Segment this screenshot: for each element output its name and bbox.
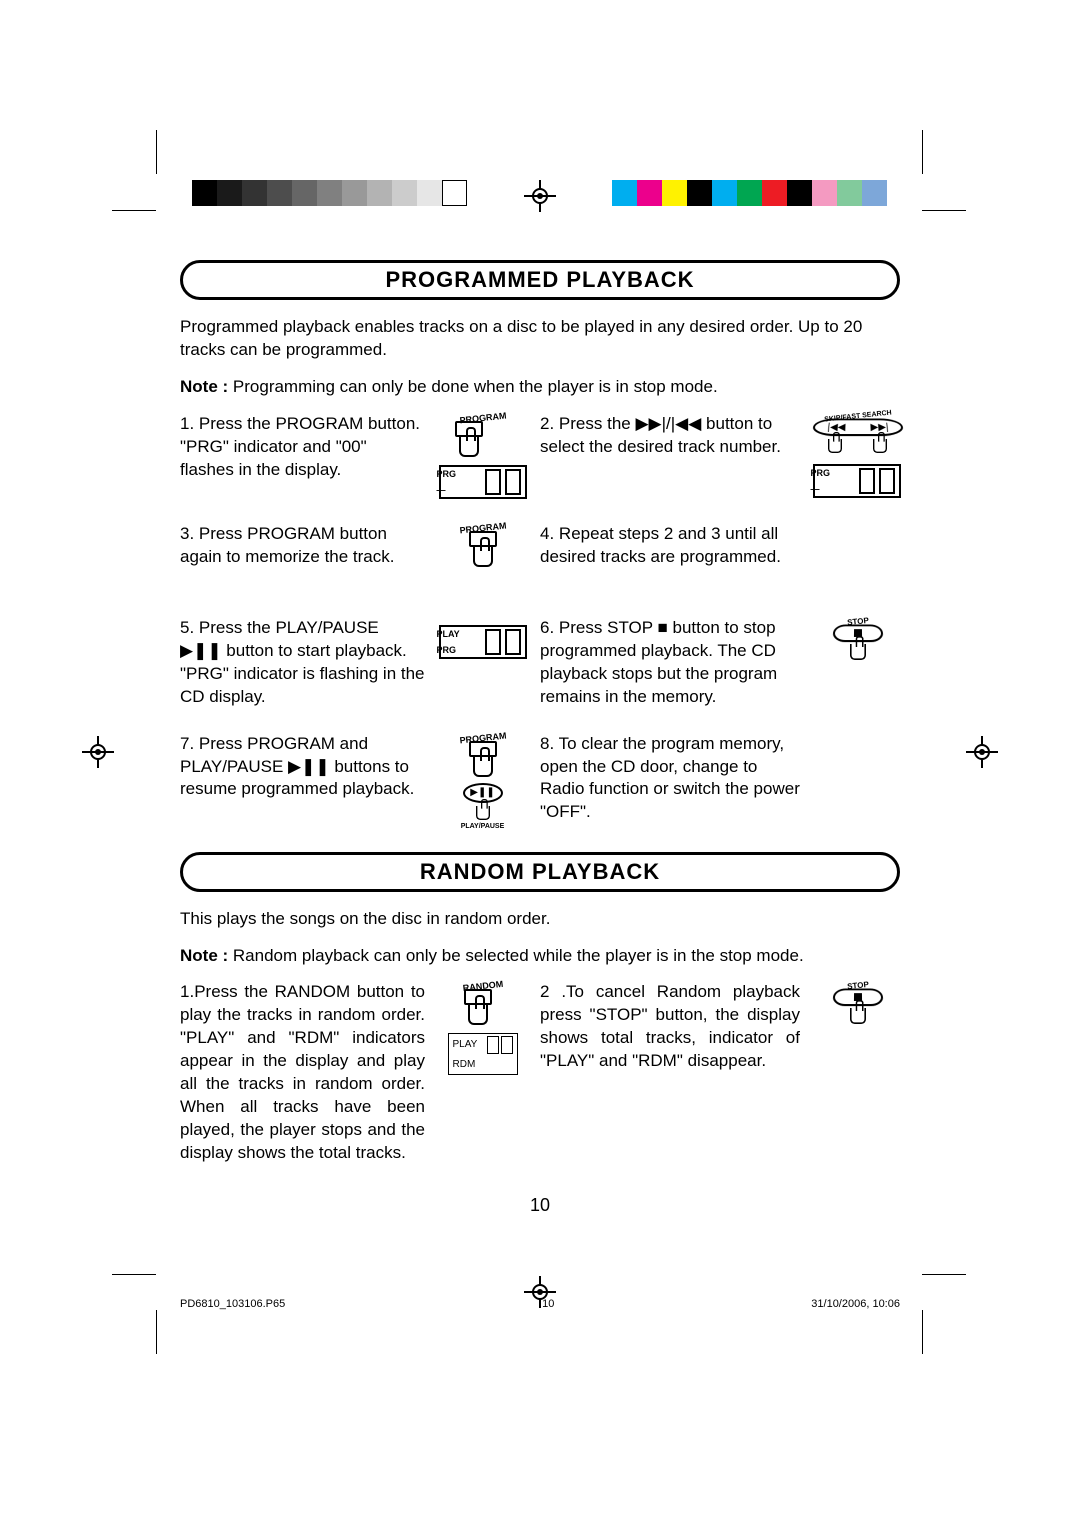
footer-page: 10 — [542, 1298, 554, 1310]
lcd-display: PRG — — [439, 465, 527, 499]
cropmark-bottom-left-h — [112, 1274, 156, 1275]
footer-date: 31/10/2006, 10:06 — [811, 1298, 900, 1310]
step-8-icon — [810, 733, 905, 803]
greyscale-bar — [192, 180, 467, 206]
color-swatch — [687, 180, 712, 206]
press-icon — [453, 741, 513, 777]
playpause-glyphs: ▶❚❚ — [288, 757, 330, 776]
step-8-text: 8. To clear the program memory, open the… — [540, 733, 800, 825]
lcd-display-small: PLAY RDM — [448, 1033, 518, 1075]
greyscale-swatch — [342, 180, 367, 206]
color-bar — [612, 180, 887, 206]
cropmark-bottom-left-v — [156, 1310, 157, 1354]
step-1-icon: PROGRAM PRG — — [435, 413, 530, 499]
cropmark-bottom-right-h — [922, 1274, 966, 1275]
page-number: 10 — [180, 1195, 900, 1216]
greyscale-swatch — [242, 180, 267, 206]
step-3-text: 3. Press PROGRAM button again to memoriz… — [180, 523, 425, 569]
step-5-text: 5. Press the PLAY/PAUSE ▶❚❚ button to st… — [180, 617, 425, 709]
section-header-random: RANDOM PLAYBACK — [180, 852, 900, 892]
color-swatch — [787, 180, 812, 206]
press-icon — [448, 989, 508, 1025]
random-step-2-icon: STOP — [810, 981, 905, 1051]
color-swatch — [637, 180, 662, 206]
cropmark-top-left-v — [156, 130, 157, 174]
greyscale-swatch — [392, 180, 417, 206]
random-step-1-text: 1.Press the RANDOM button to play the tr… — [180, 981, 425, 1165]
step-6-text: 6. Press STOP ■ button to stop programme… — [540, 617, 800, 709]
greyscale-swatch — [267, 180, 292, 206]
random-steps-grid: 1.Press the RANDOM button to play the tr… — [180, 981, 900, 1165]
greyscale-swatch — [192, 180, 217, 206]
programmed-note: Note : Programming can only be done when… — [180, 376, 900, 399]
step-2-icon: SKIP/FAST SEARCH |◀◀▶▶| PRG — — [810, 413, 905, 498]
color-swatch — [712, 180, 737, 206]
color-swatch — [837, 180, 862, 206]
step-4-icon — [810, 523, 905, 593]
skip-buttons-icon: |◀◀▶▶| — [813, 418, 903, 456]
page-content: PROGRAMMED PLAYBACK Programmed playback … — [180, 260, 900, 1216]
color-swatch — [612, 180, 637, 206]
step-5-icon: PLAY PRG — [435, 617, 530, 687]
step-6-icon: STOP — [810, 617, 905, 687]
lcd-display: PLAY PRG — [439, 625, 527, 659]
color-swatch — [862, 180, 887, 206]
random-step-1-icon: RANDOM PLAY RDM — [435, 981, 530, 1075]
cropmark-top-right-h — [922, 210, 966, 211]
playpause-button-label: PLAY/PAUSE — [453, 823, 513, 830]
cropmark-top-right-v — [922, 130, 923, 174]
playpause-glyphs: ▶❚❚ — [180, 641, 222, 660]
greyscale-swatch — [417, 180, 442, 206]
footer-filename: PD6810_103106.P65 — [180, 1298, 285, 1310]
step-2-text: 2. Press the ▶▶|/|◀◀ button to select th… — [540, 413, 800, 459]
random-step-2-text: 2 .To cancel Random playback press "STOP… — [540, 981, 800, 1073]
greyscale-swatch — [292, 180, 317, 206]
greyscale-swatch — [367, 180, 392, 206]
section-header-programmed: PROGRAMMED PLAYBACK — [180, 260, 900, 300]
step-1-text: 1. Press the PROGRAM button. "PRG" indic… — [180, 413, 425, 482]
programmed-steps-grid: 1. Press the PROGRAM button. "PRG" indic… — [180, 413, 900, 828]
cropmark-bottom-right-v — [922, 1310, 923, 1354]
footer: PD6810_103106.P65 10 31/10/2006, 10:06 — [180, 1298, 900, 1310]
cropmark-top-left-h — [112, 210, 156, 211]
random-intro: This plays the songs on the disc in rand… — [180, 908, 900, 931]
step-3-icon: PROGRAM — [435, 523, 530, 593]
color-swatch — [737, 180, 762, 206]
registration-target-icon — [970, 740, 994, 764]
random-note: Note : Random playback can only be selec… — [180, 945, 900, 968]
color-swatch — [662, 180, 687, 206]
greyscale-swatch — [217, 180, 242, 206]
press-icon — [453, 531, 513, 567]
lcd-display: PRG — — [813, 464, 901, 498]
step-4-text: 4. Repeat steps 2 and 3 until all desire… — [540, 523, 800, 569]
programmed-intro: Programmed playback enables tracks on a … — [180, 316, 900, 362]
registration-target-icon — [528, 184, 552, 208]
color-swatch — [812, 180, 837, 206]
stop-glyph: ■ — [658, 618, 668, 637]
registration-target-icon — [86, 740, 110, 764]
step-7-icon: PROGRAM ▶❚❚ PLAY/PAUSE — [435, 733, 530, 828]
step-7-text: 7. Press PROGRAM and PLAY/PAUSE ▶❚❚ butt… — [180, 733, 425, 802]
greyscale-swatch — [317, 180, 342, 206]
greyscale-swatch — [442, 180, 467, 206]
color-swatch — [762, 180, 787, 206]
skip-glyphs: ▶▶|/|◀◀ — [635, 414, 701, 433]
